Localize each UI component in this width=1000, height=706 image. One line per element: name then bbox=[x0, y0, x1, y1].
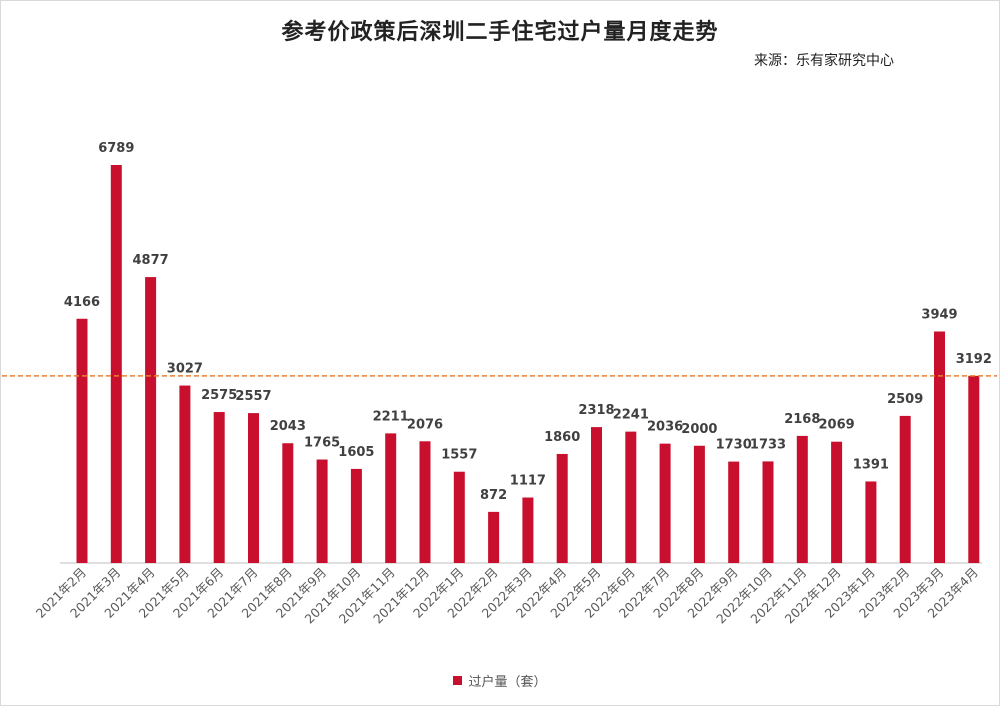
data-label: 2043 bbox=[270, 419, 306, 434]
bar bbox=[831, 441, 843, 563]
data-label: 1117 bbox=[510, 474, 546, 489]
bar bbox=[659, 443, 671, 563]
data-label: 872 bbox=[480, 488, 507, 503]
bar bbox=[968, 375, 980, 563]
data-label: 1557 bbox=[441, 448, 477, 463]
bar bbox=[693, 445, 705, 563]
bar bbox=[419, 441, 431, 563]
bar bbox=[591, 427, 602, 563]
data-label: 1733 bbox=[750, 437, 786, 452]
data-label: 2509 bbox=[887, 392, 923, 407]
data-label: 3949 bbox=[921, 307, 957, 322]
chart-source: 来源：乐有家研究中心 bbox=[754, 53, 894, 69]
bar bbox=[316, 459, 328, 563]
bar bbox=[934, 331, 945, 563]
data-label: 2036 bbox=[647, 420, 683, 435]
data-label: 2000 bbox=[681, 422, 717, 437]
bar bbox=[796, 435, 808, 563]
chart-title: 参考价政策后深圳二手住宅过户量月度走势 bbox=[281, 20, 719, 45]
bar bbox=[213, 412, 225, 563]
data-label: 1860 bbox=[544, 430, 580, 445]
data-label: 4877 bbox=[133, 253, 169, 268]
data-label: 4166 bbox=[64, 295, 100, 310]
data-label: 2211 bbox=[373, 409, 409, 424]
data-label: 2241 bbox=[613, 408, 649, 423]
bar bbox=[145, 277, 157, 563]
bar bbox=[556, 453, 568, 563]
data-label: 1765 bbox=[304, 436, 340, 451]
data-label: 3027 bbox=[167, 362, 203, 377]
bar bbox=[728, 461, 740, 563]
bar bbox=[385, 433, 397, 563]
data-label: 1730 bbox=[716, 438, 752, 453]
bar bbox=[625, 431, 637, 563]
bar bbox=[179, 385, 191, 563]
data-label: 6789 bbox=[98, 141, 134, 156]
data-label: 2168 bbox=[784, 412, 820, 427]
bar bbox=[282, 443, 294, 563]
data-label: 1605 bbox=[338, 445, 374, 460]
bar bbox=[762, 461, 774, 563]
data-label: 2575 bbox=[201, 388, 237, 403]
data-label: 2076 bbox=[407, 417, 443, 432]
bar bbox=[899, 415, 911, 563]
data-label: 3192 bbox=[956, 352, 992, 367]
bar bbox=[453, 471, 465, 563]
bar bbox=[522, 497, 534, 563]
data-label: 2557 bbox=[235, 389, 271, 404]
bar bbox=[350, 468, 362, 563]
bar bbox=[76, 318, 88, 563]
bar bbox=[865, 481, 877, 563]
legend-swatch bbox=[453, 676, 463, 685]
legend-label: 过户量（套） bbox=[468, 675, 547, 690]
data-label: 2069 bbox=[819, 418, 855, 433]
bar bbox=[488, 511, 500, 563]
data-label: 1391 bbox=[853, 457, 889, 472]
bar bbox=[110, 165, 122, 563]
legend: 过户量（套） bbox=[0, 671, 1000, 690]
bar bbox=[248, 413, 259, 563]
data-label: 2318 bbox=[578, 403, 614, 418]
